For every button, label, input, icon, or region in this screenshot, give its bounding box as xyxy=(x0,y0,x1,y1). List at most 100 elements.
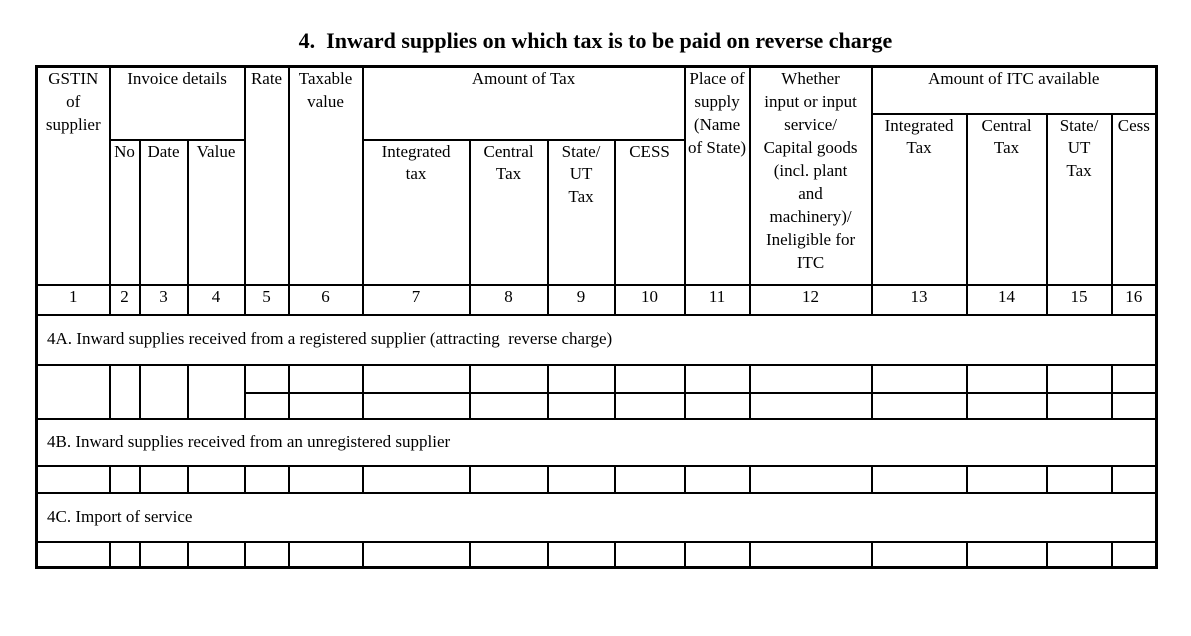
data-cell xyxy=(35,363,111,420)
header-tax-state-ut: State/ UT Tax xyxy=(546,138,616,286)
data-cell xyxy=(870,391,968,420)
section-label-4a: 4A. Inward supplies received from a regi… xyxy=(35,313,1158,366)
page-title: 4. Inward supplies on which tax is to be… xyxy=(298,28,893,53)
data-cell xyxy=(1045,391,1113,420)
column-number: 1 xyxy=(35,283,111,316)
data-cell xyxy=(683,391,751,420)
column-number: 6 xyxy=(287,283,364,316)
column-number: 11 xyxy=(683,283,751,316)
column-number: 7 xyxy=(361,283,471,316)
data-cell xyxy=(287,540,364,569)
header-rate: Rate xyxy=(243,65,290,286)
header-invoice-details: Invoice details xyxy=(108,65,246,141)
data-cell xyxy=(965,540,1048,569)
header-invoice-value: Value xyxy=(186,138,246,286)
section-row-4c: 4C. Import of service xyxy=(35,491,1158,543)
data-cell xyxy=(1045,540,1113,569)
column-number: 12 xyxy=(748,283,873,316)
section-label-4b: 4B. Inward supplies received from an unr… xyxy=(35,417,1158,467)
section-row-4b: 4B. Inward supplies received from an unr… xyxy=(35,417,1158,467)
data-cell xyxy=(138,363,189,420)
header-itc-central-tax: Central Tax xyxy=(965,112,1048,286)
reverse-charge-table: GSTIN of supplier Invoice details Rate T… xyxy=(35,65,1159,569)
header-row-top: GSTIN of supplier Invoice details Rate T… xyxy=(35,65,1158,286)
header-itc-state-ut-tax: State/ UT Tax xyxy=(1045,112,1113,286)
data-cell xyxy=(243,391,290,420)
column-number: 5 xyxy=(243,283,290,316)
data-cell xyxy=(613,391,686,420)
column-number: 14 xyxy=(965,283,1048,316)
data-row-4a-1 xyxy=(35,363,1158,420)
header-amount-of-tax: Amount of Tax xyxy=(361,65,686,141)
header-itc-eligibility: Whether input or input service/ Capital … xyxy=(748,65,873,286)
data-cell xyxy=(108,363,141,420)
data-cell xyxy=(965,363,1048,394)
header-itc-integrated-tax: Integrated Tax xyxy=(870,112,968,286)
data-cell xyxy=(1045,464,1113,494)
data-cell xyxy=(287,391,364,420)
data-cell xyxy=(243,540,290,569)
data-cell xyxy=(186,464,246,494)
data-cell xyxy=(361,391,471,420)
column-number: 10 xyxy=(613,283,686,316)
data-cell xyxy=(683,540,751,569)
data-cell xyxy=(243,363,290,394)
column-number: 9 xyxy=(546,283,616,316)
data-cell xyxy=(186,540,246,569)
data-row-4b xyxy=(35,464,1158,494)
data-cell xyxy=(1045,363,1113,394)
data-cell xyxy=(613,363,686,394)
data-cell xyxy=(468,391,549,420)
data-cell xyxy=(243,464,290,494)
header-invoice-date: Date xyxy=(138,138,189,286)
data-cell xyxy=(1110,464,1158,494)
column-number: 3 xyxy=(138,283,189,316)
data-cell xyxy=(186,363,246,420)
column-number: 15 xyxy=(1045,283,1113,316)
data-cell xyxy=(287,464,364,494)
data-cell xyxy=(546,363,616,394)
data-cell xyxy=(138,464,189,494)
data-cell xyxy=(1110,363,1158,394)
data-cell xyxy=(287,363,364,394)
header-tax-central: Central Tax xyxy=(468,138,549,286)
data-cell xyxy=(35,464,111,494)
data-cell xyxy=(748,391,873,420)
column-number: 8 xyxy=(468,283,549,316)
data-cell xyxy=(870,540,968,569)
data-cell xyxy=(361,464,471,494)
header-taxable-value: Taxable value xyxy=(287,65,364,286)
data-row-4c xyxy=(35,540,1158,569)
data-cell xyxy=(1110,540,1158,569)
section-row-4a: 4A. Inward supplies received from a regi… xyxy=(35,313,1158,366)
data-cell xyxy=(546,540,616,569)
column-number: 2 xyxy=(108,283,141,316)
data-cell xyxy=(1110,391,1158,420)
header-place-of-supply: Place of supply (Name of State) xyxy=(683,65,751,286)
data-cell xyxy=(546,391,616,420)
data-cell xyxy=(683,464,751,494)
data-cell xyxy=(108,464,141,494)
header-row-itc-sub: Integrated Tax Central Tax State/ UT Tax… xyxy=(37,112,1158,286)
data-cell xyxy=(468,363,549,394)
data-cell xyxy=(361,363,471,394)
data-cell xyxy=(748,540,873,569)
data-cell xyxy=(613,464,686,494)
data-cell xyxy=(613,540,686,569)
header-gstin-of-supplier: GSTIN of supplier xyxy=(35,65,111,286)
header-itc-cess: Cess xyxy=(1110,112,1158,286)
data-cell xyxy=(138,540,189,569)
data-cell xyxy=(35,540,111,569)
header-amount-of-itc-available: Amount of ITC available xyxy=(870,65,1158,115)
header-tax-cess: CESS xyxy=(613,138,686,286)
data-cell xyxy=(870,363,968,394)
data-cell xyxy=(108,540,141,569)
header-tax-integrated: Integrated tax xyxy=(361,138,471,286)
data-cell xyxy=(870,464,968,494)
data-cell xyxy=(546,464,616,494)
header-invoice-no: No xyxy=(108,138,141,286)
data-cell xyxy=(468,540,549,569)
header-row-sub: No Date Value Integrated tax Central Tax… xyxy=(37,138,1157,286)
data-cell xyxy=(361,540,471,569)
column-number: 4 xyxy=(186,283,246,316)
